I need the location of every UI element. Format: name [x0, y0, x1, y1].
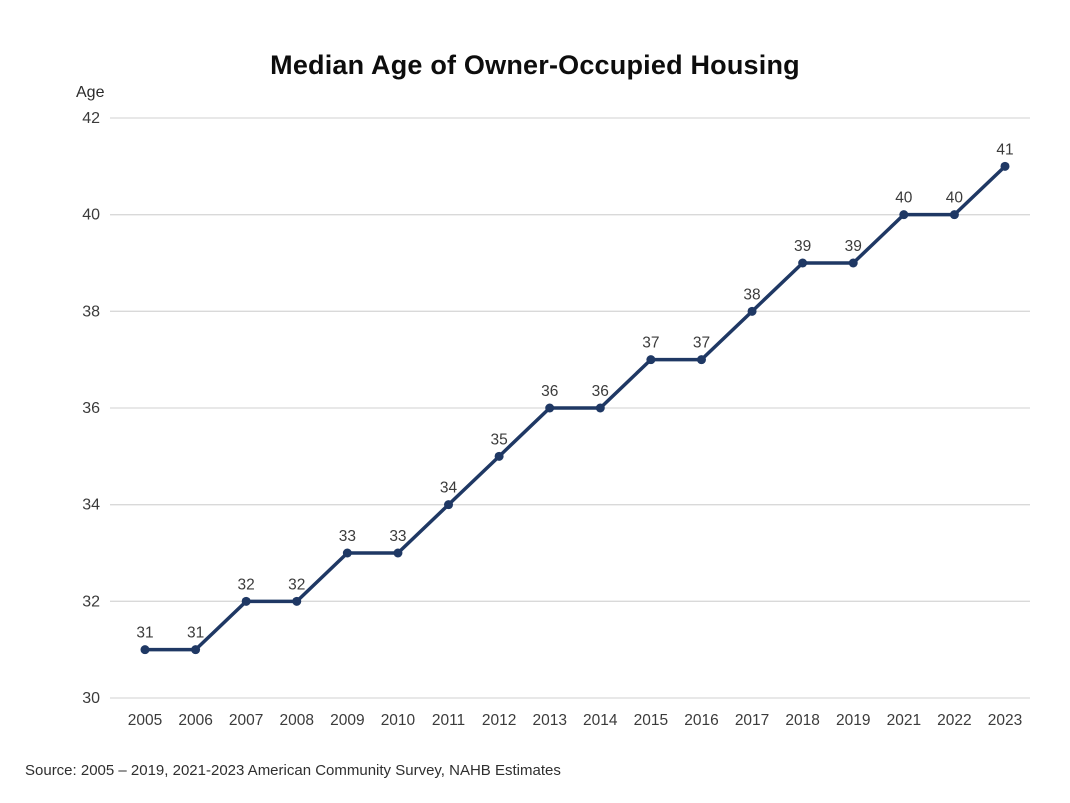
x-tick-label: 2015: [634, 712, 668, 729]
x-tick-label: 2018: [785, 712, 819, 729]
data-point-label: 31: [187, 625, 204, 642]
y-tick-label: 40: [82, 207, 100, 224]
y-tick-label: 38: [82, 303, 100, 320]
data-point-label: 31: [136, 625, 153, 642]
x-tick-label: 2012: [482, 712, 516, 729]
data-line: [143, 164, 1007, 652]
data-point: [1000, 161, 1010, 171]
x-tick-label: 2011: [432, 712, 465, 729]
data-point: [191, 645, 201, 655]
x-tick-label: 2005: [128, 712, 162, 729]
data-point-label: 39: [794, 238, 811, 255]
data-point: [140, 645, 150, 655]
x-tick-label: 2023: [988, 712, 1022, 729]
x-tick-label: 2010: [381, 712, 416, 729]
y-tick-label: 34: [82, 497, 100, 514]
data-point: [342, 548, 352, 558]
data-point-label: 32: [288, 576, 305, 593]
x-tick-label: 2017: [735, 712, 769, 729]
data-point-label: 32: [238, 576, 255, 593]
x-tick-label: 2013: [532, 712, 566, 729]
y-tick-label: 36: [82, 400, 100, 417]
data-point: [393, 548, 403, 558]
data-point: [899, 210, 909, 220]
data-point: [444, 500, 454, 510]
data-point-label: 40: [895, 190, 913, 207]
data-point: [747, 306, 757, 316]
data-point: [545, 403, 555, 413]
x-tick-label: 2022: [937, 712, 971, 729]
data-point-label: 33: [339, 528, 356, 545]
data-point-label: 37: [693, 335, 710, 352]
data-point-label: 36: [541, 383, 558, 400]
x-tick-label: 2007: [229, 712, 263, 729]
data-point: [646, 355, 656, 365]
data-point: [595, 403, 605, 413]
y-axis-title: Age: [76, 84, 105, 101]
data-point-label: 33: [389, 528, 406, 545]
data-point-label: 35: [490, 431, 507, 448]
x-tick-label: 2008: [280, 712, 314, 729]
y-tick-label: 32: [82, 593, 100, 610]
chart-title: Median Age of Owner-Occupied Housing: [270, 50, 800, 80]
data-point: [241, 596, 251, 606]
data-point: [696, 355, 706, 365]
x-tick-label: 2016: [684, 712, 718, 729]
data-point: [949, 210, 959, 220]
data-point-label: 34: [440, 480, 458, 497]
x-tick-label: 2014: [583, 712, 618, 729]
y-tick-label: 42: [82, 110, 100, 127]
data-point: [292, 596, 302, 606]
data-point: [798, 258, 808, 268]
x-tick-label: 2019: [836, 712, 870, 729]
data-point: [494, 451, 504, 461]
y-tick-label: 30: [82, 690, 100, 707]
x-tick-label: 2021: [887, 712, 921, 729]
x-tick-label: 2006: [178, 712, 212, 729]
data-point-label: 39: [845, 238, 862, 255]
data-point-label: 36: [592, 383, 609, 400]
data-point: [848, 258, 858, 268]
data-point-label: 41: [996, 141, 1013, 158]
data-point-label: 37: [642, 335, 659, 352]
data-point-label: 40: [946, 190, 964, 207]
source-note: Source: 2005 – 2019, 2021-2023 American …: [25, 762, 561, 779]
x-tick-label: 2009: [330, 712, 364, 729]
data-point-label: 38: [743, 286, 760, 303]
